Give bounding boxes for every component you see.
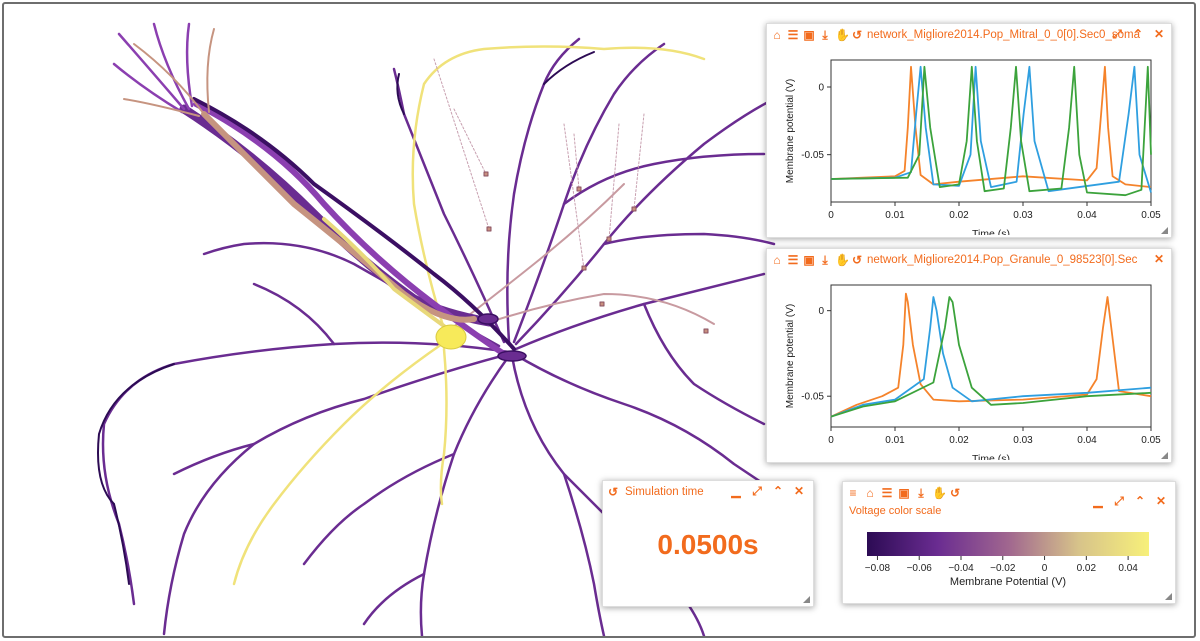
voltage-chart-mitral: 0 0.01 0.02 0.03 0.04 0.05 0 -0.05 Time (s) Membr… (785, 59, 1161, 235)
series-line-2 (830, 296, 1152, 418)
collapse-icon[interactable]: ⌃ (1134, 494, 1146, 508)
x-tick-label: 0.02 (949, 435, 969, 446)
widget-controls: ✕ (1153, 252, 1165, 266)
list-icon[interactable]: ☰ (787, 253, 799, 267)
history-icon[interactable]: ↺ (949, 486, 961, 500)
x-axis-label: Time (s) (972, 228, 1010, 235)
history-icon[interactable]: ↺ (607, 485, 619, 499)
minimize-icon[interactable]: ▁ (1093, 494, 1103, 508)
widget-title: network_Migliore2014.Pop_Mitral_0_0[0].S… (867, 29, 1142, 41)
list-icon[interactable]: ☰ (881, 486, 893, 500)
x-axis-label: Time (s) (972, 453, 1010, 460)
home-icon[interactable]: ⌂ (866, 486, 874, 500)
neuron-3d-canvas[interactable] (4, 4, 1194, 636)
close-icon[interactable]: ✕ (793, 484, 805, 498)
download-icon[interactable]: ⤓ (822, 253, 828, 267)
widget-controls: ▁ ⤢ ⌃ ✕ (730, 484, 805, 498)
voltage-plot-widget-granule[interactable]: ⌂ ☰ ▣ ⤓ ✋ ↺ network_Migliore2014.Pop_Gra… (766, 248, 1172, 463)
y-tick-label: 0 (818, 306, 824, 317)
simulation-time-value: 0.0500s (657, 529, 759, 560)
y-tick-label: -0.05 (801, 392, 824, 403)
widget-toolbar: ⌂ ☰ ▣ ⤓ ✋ ↺ network_Migliore2014.Pop_Mit… (767, 24, 1171, 46)
scale-tick-label: 0.02 (1077, 563, 1097, 574)
y-tick-label: 0 (818, 83, 824, 94)
y-tick-label: -0.05 (801, 150, 824, 161)
resize-handle[interactable] (1165, 593, 1172, 600)
download-icon[interactable]: ⤓ (822, 28, 828, 42)
align-left-icon[interactable]: ≡ (849, 486, 857, 500)
series-line-0 (830, 65, 1152, 188)
x-tick-label: 0.03 (1013, 210, 1033, 221)
x-tick-label: 0 (828, 435, 834, 446)
scale-tick-label: 0.04 (1118, 563, 1138, 574)
close-icon[interactable]: ✕ (1155, 494, 1167, 508)
voltage-plot-widget-mitral[interactable]: ⌂ ☰ ▣ ⤓ ✋ ↺ network_Migliore2014.Pop_Mit… (766, 23, 1172, 238)
resize-handle[interactable] (1161, 227, 1168, 234)
scale-tick-label: −0.08 (865, 563, 891, 574)
series-line-1 (830, 65, 1152, 193)
history-icon[interactable]: ↺ (851, 253, 863, 267)
scale-label: Membrane Potential (V) (950, 576, 1066, 588)
series-line-1 (830, 296, 1152, 418)
color-scale-widget[interactable]: ≡ ⌂ ☰ ▣ ⤓ ✋ ↺ ▁ ⤢ ⌃ ✕ Voltage color scal… (842, 481, 1176, 604)
widget-title: network_Migliore2014.Pop_Granule_0_98523… (867, 254, 1137, 266)
color-gradient (867, 532, 1149, 556)
collapse-icon[interactable]: ⌃ (772, 484, 784, 498)
image-icon[interactable]: ▣ (803, 253, 815, 267)
widget-controls: ▁ ⤢ ⌃ ✕ (1092, 494, 1167, 508)
maximize-icon[interactable]: ⤢ (1112, 27, 1122, 41)
x-tick-label: 0.04 (1077, 435, 1097, 446)
image-icon[interactable]: ▣ (803, 28, 815, 42)
widget-toolbar: ≡ ⌂ ☰ ▣ ⤓ ✋ ↺ (843, 482, 1175, 504)
x-tick-label: 0.01 (885, 435, 905, 446)
scale-tick-label: 0 (1042, 563, 1048, 574)
hand-icon[interactable]: ✋ (835, 28, 850, 42)
widget-toolbar: ⌂ ☰ ▣ ⤓ ✋ ↺ network_Migliore2014.Pop_Gra… (767, 249, 1171, 271)
resize-handle[interactable] (803, 596, 810, 603)
hand-icon[interactable]: ✋ (932, 486, 947, 500)
image-icon[interactable]: ▣ (898, 486, 910, 500)
widget-title: Voltage color scale (849, 505, 942, 517)
simulation-time-widget[interactable]: ↺ Simulation time ▁ ⤢ ⌃ ✕ 0.0500s (602, 480, 814, 607)
maximize-icon[interactable]: ⤢ (752, 484, 762, 498)
x-tick-label: 0.05 (1141, 435, 1161, 446)
hand-icon[interactable]: ✋ (835, 253, 850, 267)
maximize-icon[interactable]: ⤢ (1114, 494, 1124, 508)
x-tick-label: 0.05 (1141, 210, 1161, 221)
widget-controls: ⤢ ⌃ ✕ (1111, 27, 1165, 41)
home-icon[interactable]: ⌂ (773, 253, 781, 267)
series-line-2 (830, 65, 1152, 197)
x-tick-label: 0.02 (949, 210, 969, 221)
scale-tick-label: −0.04 (948, 563, 974, 574)
home-icon[interactable]: ⌂ (773, 28, 781, 42)
download-icon[interactable]: ⤓ (918, 486, 924, 500)
scale-tick-label: −0.06 (907, 563, 933, 574)
widget-title: Simulation time (625, 486, 704, 498)
series-line-0 (830, 292, 1152, 418)
x-tick-label: 0.04 (1077, 210, 1097, 221)
minimize-icon[interactable]: ▁ (731, 484, 741, 498)
voltage-chart-granule: 0 0.01 0.02 0.03 0.04 0.05 0 -0.05 Time (s) Membr… (785, 284, 1161, 460)
y-axis-label: Membrane potential (V) (785, 79, 796, 184)
scale-tick-label: −0.02 (990, 563, 1016, 574)
list-icon[interactable]: ☰ (787, 28, 799, 42)
widget-toolbar: ↺ Simulation time (603, 481, 813, 503)
resize-handle[interactable] (1161, 452, 1168, 459)
x-tick-label: 0 (828, 210, 834, 221)
x-tick-label: 0.03 (1013, 435, 1033, 446)
collapse-icon[interactable]: ⌃ (1132, 27, 1144, 41)
close-icon[interactable]: ✕ (1153, 27, 1165, 41)
y-axis-label: Membrane potential (V) (785, 304, 796, 409)
history-icon[interactable]: ↺ (851, 28, 863, 42)
color-scale-bar: −0.08 −0.06 −0.04 −0.02 0 0.02 0.04 Membrane Po… (865, 532, 1149, 588)
x-tick-label: 0.01 (885, 210, 905, 221)
plot-frame (830, 284, 1152, 428)
close-icon[interactable]: ✕ (1153, 252, 1165, 266)
